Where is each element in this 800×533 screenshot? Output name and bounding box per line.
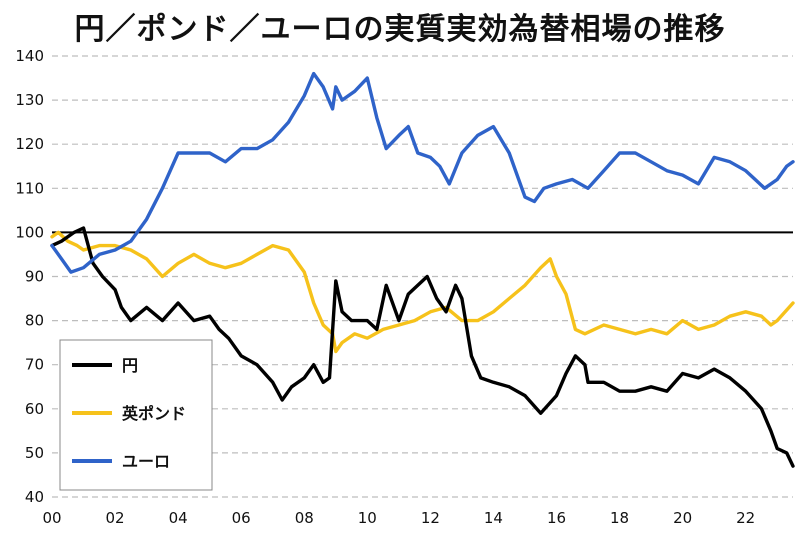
x-tick-label: 14: [484, 509, 503, 527]
series-line-pound: [50, 230, 795, 354]
y-tick-label: 120: [15, 135, 44, 153]
y-tick-label: 110: [15, 179, 44, 197]
legend-label-yen: 円: [122, 356, 138, 375]
x-tick-label: 00: [42, 509, 61, 527]
legend-label-euro: ユーロ: [122, 452, 170, 471]
x-tick-label: 22: [736, 509, 755, 527]
series-line-euro: [50, 71, 795, 274]
y-tick-label: 40: [25, 488, 44, 506]
y-tick-label: 70: [25, 356, 44, 374]
x-tick-label: 04: [169, 509, 188, 527]
legend-label-pound: 英ポンド: [121, 404, 186, 423]
y-tick-label: 80: [25, 312, 44, 330]
x-tick-label: 20: [673, 509, 692, 527]
series-line-yen: [50, 226, 795, 468]
x-tick-label: 06: [232, 509, 251, 527]
series-lines: [50, 71, 795, 468]
y-tick-label: 50: [25, 444, 44, 462]
x-tick-label: 18: [610, 509, 629, 527]
x-tick-label: 10: [358, 509, 377, 527]
y-tick-label: 140: [15, 47, 44, 65]
chart-title: 円／ポンド／ユーロの実質実効為替相場の推移: [74, 12, 726, 47]
x-tick-label: 12: [421, 509, 440, 527]
axes: 40 50 60 70 80 90 100 110 120 130 140 00 02 04 06 08 10 1…: [15, 47, 793, 527]
y-tick-label: 130: [15, 91, 44, 109]
y-tick-label: 60: [25, 400, 44, 418]
y-tick-label: 90: [25, 268, 44, 286]
x-tick-label: 16: [547, 509, 566, 527]
x-tick-label: 02: [106, 509, 125, 527]
y-tick-label: 100: [15, 223, 44, 241]
legend: 円 英ポンド ユーロ: [59, 339, 213, 491]
x-tick-label: 08: [295, 509, 314, 527]
